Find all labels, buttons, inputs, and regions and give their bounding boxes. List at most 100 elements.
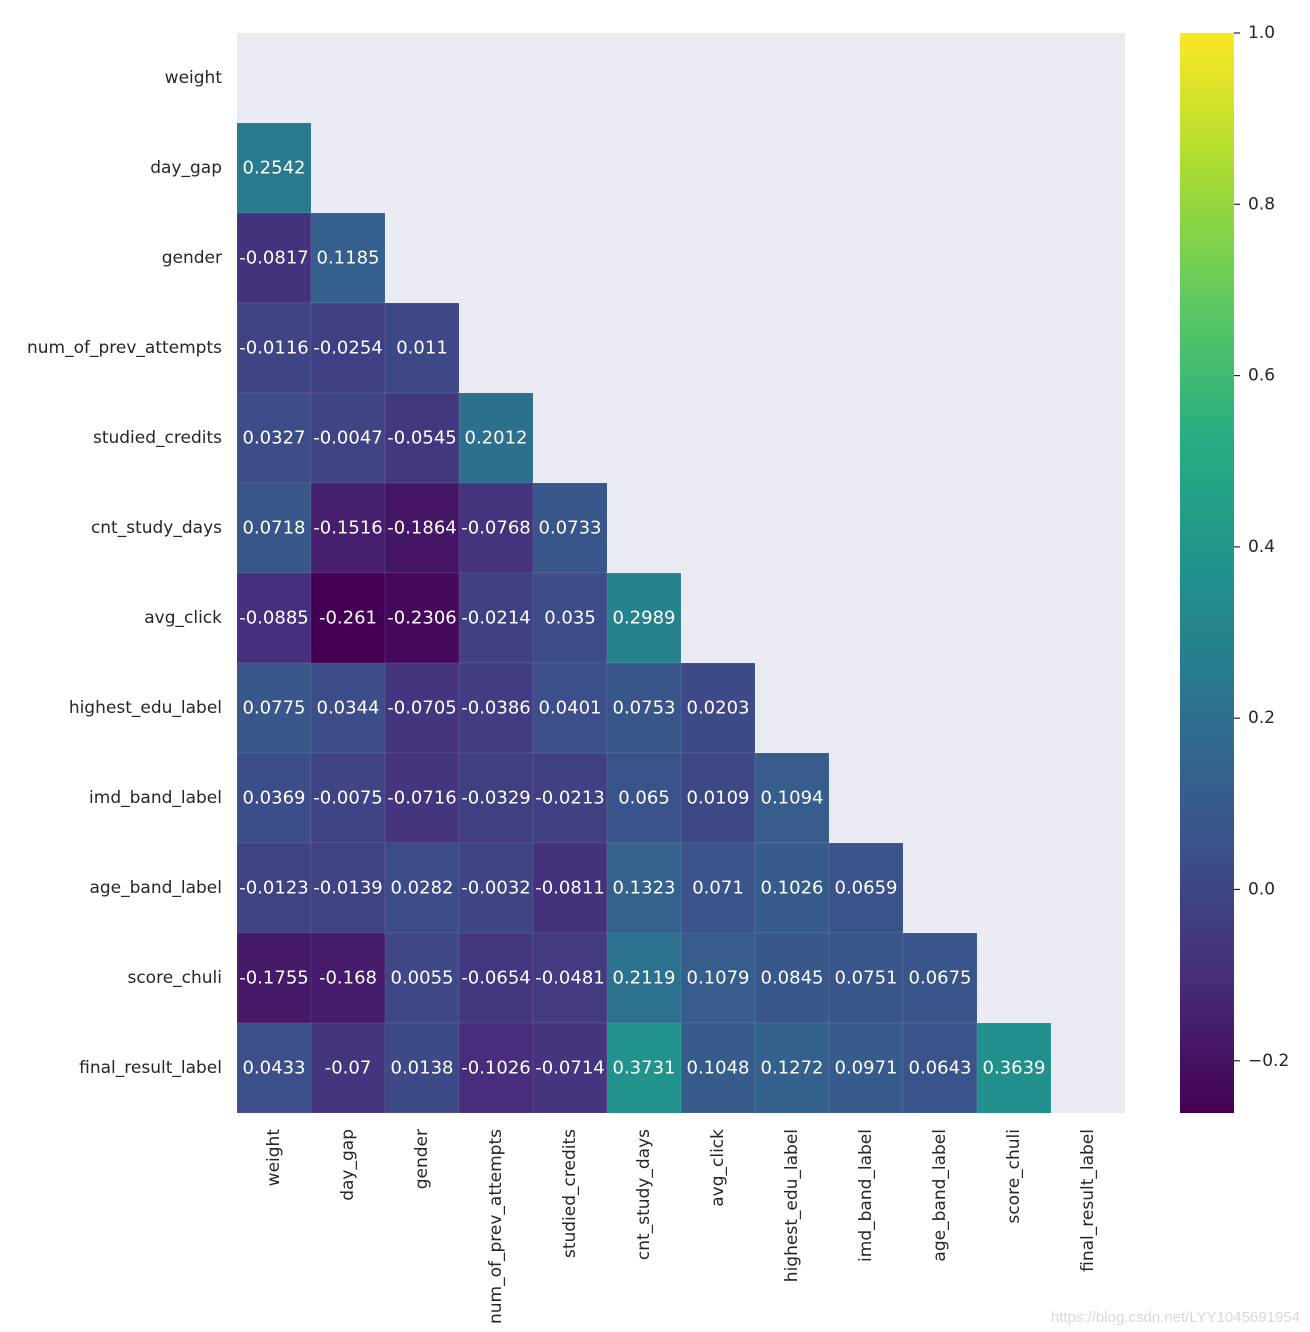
- cell-value-label: 0.0675: [909, 968, 972, 989]
- cell-value-label: 0.0845: [761, 968, 824, 989]
- heatmap-cell: [532, 842, 608, 934]
- cell-value-label: -0.0075: [313, 788, 382, 809]
- cell-value-label: 0.0659: [835, 878, 898, 899]
- cell-value-label: -0.0329: [461, 788, 530, 809]
- heatmap-cell: [310, 752, 386, 844]
- cell-value-label: -0.1755: [239, 968, 308, 989]
- cell-value-label: -0.0705: [387, 698, 456, 719]
- cell-value-label: 0.2542: [243, 158, 306, 179]
- column-label: age_band_label: [930, 1129, 950, 1262]
- cell-value-label: 0.0733: [539, 518, 602, 539]
- cell-value-label: 0.065: [618, 788, 670, 809]
- cell-value-label: 0.0718: [243, 518, 306, 539]
- cell-value-label: -0.0139: [313, 878, 382, 899]
- column-label: weight: [264, 1129, 284, 1187]
- heatmap-cell: [532, 662, 608, 754]
- cell-value-label: 0.1185: [317, 248, 380, 269]
- cell-value-label: 0.0751: [835, 968, 898, 989]
- cell-value-label: 0.0643: [909, 1058, 972, 1079]
- heatmap-cell: [458, 1022, 534, 1114]
- heatmap-cell: [310, 572, 386, 664]
- heatmap-cell: [532, 1022, 608, 1114]
- heatmap-cell: [902, 932, 978, 1024]
- heatmap-cell: [606, 1022, 682, 1114]
- heatmap-cell: [310, 212, 386, 304]
- cell-value-label: 0.2119: [613, 968, 676, 989]
- cell-value-label: 0.035: [544, 608, 596, 629]
- cell-value-label: 0.0775: [243, 698, 306, 719]
- heatmap-cell: [236, 122, 312, 214]
- cell-value-label: -0.0885: [239, 608, 308, 629]
- cell-value-label: -0.0714: [535, 1058, 604, 1079]
- colorbar-ticks: −0.2 0.0 0.2 0.4 0.6 0.8 1.0: [1234, 23, 1289, 1071]
- cell-value-label: 0.0401: [539, 698, 602, 719]
- watermark: https://blog.csdn.net/LYY1045691954: [1050, 1309, 1300, 1326]
- heatmap-cell: [828, 842, 904, 934]
- heatmap-cell: [310, 842, 386, 934]
- row-label: highest_edu_label: [69, 698, 222, 718]
- cell-value-label: 0.0109: [687, 788, 750, 809]
- colorbar-tick-label: 0.4: [1248, 537, 1275, 557]
- row-label: age_band_label: [89, 878, 222, 898]
- column-label: imd_band_label: [856, 1129, 876, 1262]
- heatmap-cell: [458, 662, 534, 754]
- cell-value-label: 0.0282: [391, 878, 454, 899]
- heatmap-cell: [754, 842, 830, 934]
- heatmap-cell: [532, 932, 608, 1024]
- heatmap-cell: [680, 1022, 756, 1114]
- heatmap-cell: [828, 1022, 904, 1114]
- heatmap-cell: [680, 932, 756, 1024]
- cell-value-label: -0.0047: [313, 428, 382, 449]
- heatmap-cell: [384, 662, 460, 754]
- cell-value-label: -0.261: [319, 608, 377, 629]
- cell-value-label: 0.1272: [761, 1058, 824, 1079]
- row-label: gender: [162, 248, 222, 268]
- colorbar-tick-label: 0.0: [1248, 879, 1275, 899]
- heatmap-cell: [310, 662, 386, 754]
- column-label: gender: [412, 1129, 432, 1189]
- cell-value-label: -0.0254: [313, 338, 382, 359]
- heatmap-cell: [236, 572, 312, 664]
- heatmap-cell: [754, 752, 830, 844]
- heatmap-cell: [680, 752, 756, 844]
- heatmap-cell: [310, 482, 386, 574]
- heatmap-cell: [384, 932, 460, 1024]
- cell-value-label: -0.0481: [535, 968, 604, 989]
- cell-value-label: 0.0433: [243, 1058, 306, 1079]
- heatmap-cell: [458, 482, 534, 574]
- row-label: avg_click: [144, 608, 222, 628]
- cell-value-label: -0.0386: [461, 698, 530, 719]
- heatmap-cell: [310, 932, 386, 1024]
- heatmap-cell: [310, 392, 386, 484]
- heatmap-cell: [754, 932, 830, 1024]
- heatmap-cell: [606, 572, 682, 664]
- row-label: num_of_prev_attempts: [27, 338, 222, 358]
- cell-value-label: -0.0768: [461, 518, 530, 539]
- heatmap-cell: [754, 1022, 830, 1114]
- heatmap-cell: [606, 752, 682, 844]
- row-label: day_gap: [150, 158, 222, 178]
- colorbar-tick-label: 0.8: [1248, 194, 1275, 214]
- cell-value-label: 0.011: [396, 338, 448, 359]
- column-label: cnt_study_days: [634, 1129, 654, 1260]
- cell-value-label: -0.0213: [535, 788, 604, 809]
- column-label: avg_click: [708, 1129, 728, 1207]
- cell-value-label: -0.07: [325, 1058, 372, 1079]
- cell-value-label: 0.1026: [761, 878, 824, 899]
- cell-value-label: -0.2306: [387, 608, 456, 629]
- cell-value-label: 0.2012: [465, 428, 528, 449]
- cell-value-label: -0.0654: [461, 968, 530, 989]
- heatmap-cell: [680, 842, 756, 934]
- heatmap-cell: [902, 1022, 978, 1114]
- cell-value-label: -0.0123: [239, 878, 308, 899]
- row-label: weight: [165, 68, 223, 88]
- row-label: score_chuli: [127, 968, 222, 988]
- heatmap-cell: [384, 572, 460, 664]
- colorbar-tick-label: 1.0: [1248, 23, 1275, 43]
- cell-value-label: -0.0214: [461, 608, 530, 629]
- cell-value-label: 0.1048: [687, 1058, 750, 1079]
- colorbar-tick-label: 0.6: [1248, 366, 1275, 386]
- cell-value-label: -0.1864: [387, 518, 456, 539]
- heatmap-cell: [680, 662, 756, 754]
